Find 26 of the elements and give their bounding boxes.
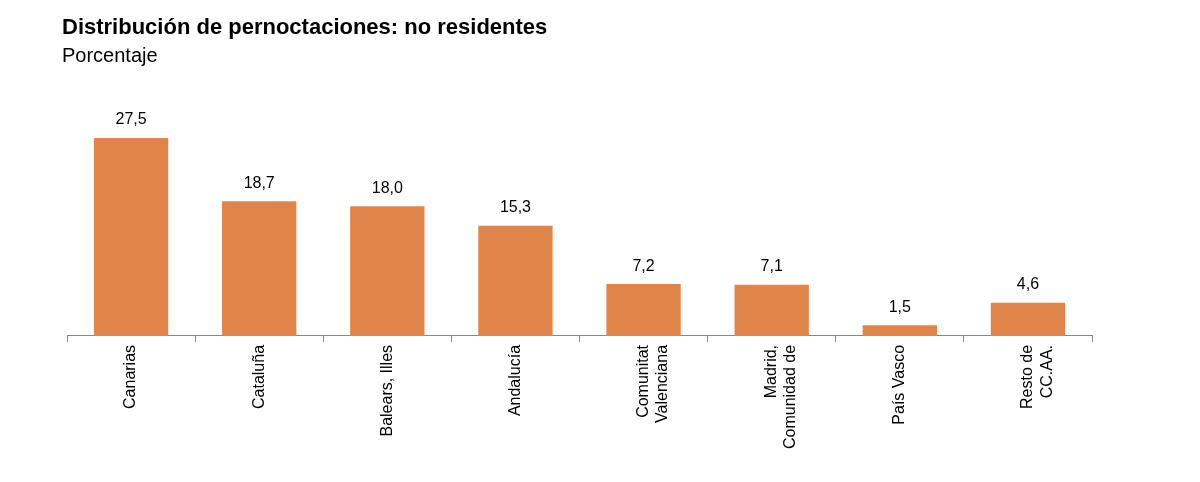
bar [93, 137, 169, 336]
chart-title: Distribución de pernoctaciones: no residentes [62, 14, 548, 40]
data-label: 27,5 [115, 110, 147, 128]
x-tick-label: Canarias [121, 344, 139, 409]
x-tick-label: Madrid, Comunidad de [762, 344, 799, 450]
chart-subtitle: Porcentaje [62, 44, 158, 67]
x-tick-label: Balears, Illes [377, 344, 395, 437]
data-label: 15,3 [499, 198, 532, 216]
x-tick-label: Comunitat Valenciana [633, 344, 671, 423]
bar [734, 284, 809, 336]
data-label: 18,0 [371, 178, 403, 196]
bar [862, 325, 937, 336]
x-tick-label: Resto de CC.AA. [1018, 344, 1055, 409]
data-label: 7,1 [760, 257, 783, 275]
data-label: 7,2 [632, 256, 655, 274]
data-label: 18,7 [243, 173, 275, 191]
x-tick-label: Cataluña [249, 344, 267, 409]
x-tick-label: Andalucía [505, 344, 523, 417]
bar [606, 284, 681, 336]
bar [990, 302, 1066, 336]
bar [222, 201, 297, 336]
data-label: 4,6 [1016, 275, 1040, 293]
data-label: 1,5 [888, 297, 912, 315]
x-tick-label: País Vasco [890, 344, 908, 425]
bar [478, 225, 553, 336]
bar [350, 206, 425, 336]
